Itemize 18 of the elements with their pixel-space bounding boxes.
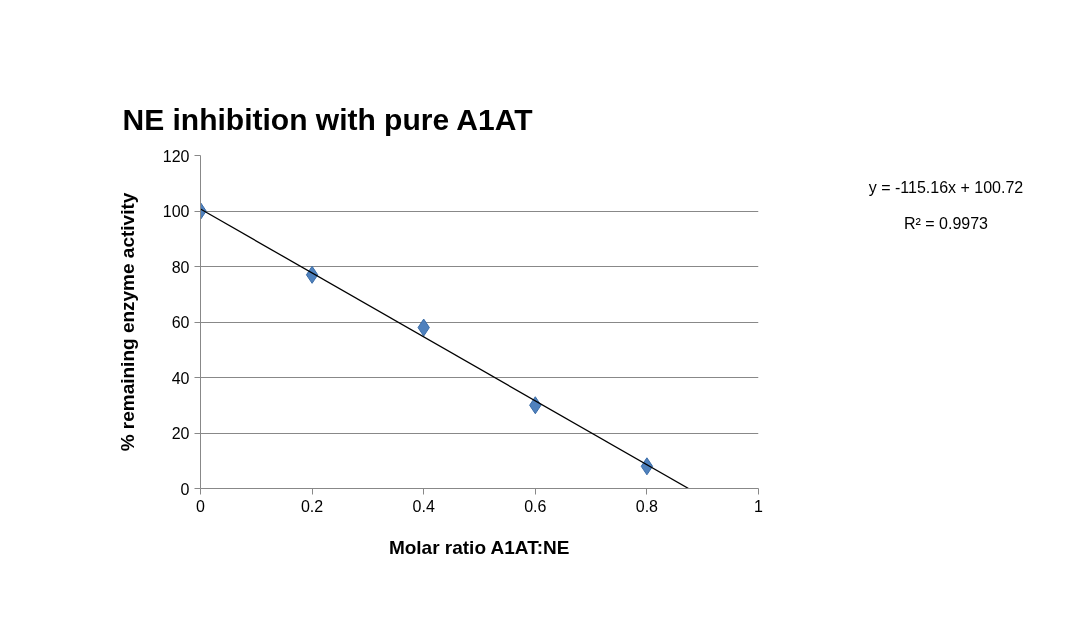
y-tick-label: 40 [171,369,190,387]
x-tick-label: 1 [754,497,764,515]
x-tick-label: 0.4 [412,497,435,515]
y-tick-label: 120 [162,147,190,165]
x-axis-title: Molar ratio A1AT:NE [388,536,570,558]
text: R² = 0.9973 [902,213,989,234]
y-tick-label: 20 [171,425,190,442]
y-tick-label: 100 [162,203,190,220]
y-tick-label: 0 [180,480,190,498]
y-tick-label: 80 [171,258,190,276]
y-axis-title: % remaining enzyme activity [116,192,138,452]
y-tick-label: 60 [171,314,190,331]
x-tick-label: 0.8 [635,497,659,515]
x-tick-label: 0.6 [524,497,547,515]
x-tick-label: 0.2 [300,497,324,515]
text: y = -115.16x + 100.72 [868,178,1024,198]
x-tick-label: 0 [196,497,206,515]
chart-title: NE inhibition with pure A1AT [122,102,533,136]
